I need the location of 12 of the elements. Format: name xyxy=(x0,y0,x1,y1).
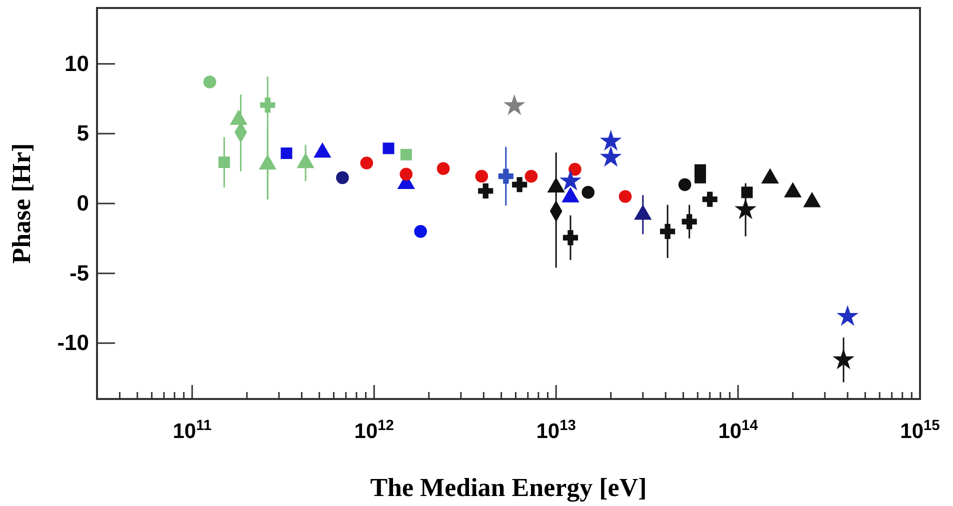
x-tick-label: 10$^{15}$ xyxy=(900,418,940,443)
x-tick-label: 10$^{11}$ xyxy=(172,418,212,443)
x-tick-label: 10$^{14}$ xyxy=(718,418,759,443)
y-tick-label: -5 xyxy=(69,260,89,286)
x-tick-label: 10$^{12}$ xyxy=(354,418,394,443)
y-tick-label: 10 xyxy=(64,50,89,76)
x-axis-title: The Median Energy [eV] xyxy=(370,473,647,502)
y-tick-label: 5 xyxy=(76,120,89,146)
y-tick-label: 0 xyxy=(76,190,89,216)
y-axis-title: Phase [Hr] xyxy=(7,143,36,264)
x-tick-label: 10$^{13}$ xyxy=(536,418,576,443)
y-tick-label: -10 xyxy=(57,330,89,356)
